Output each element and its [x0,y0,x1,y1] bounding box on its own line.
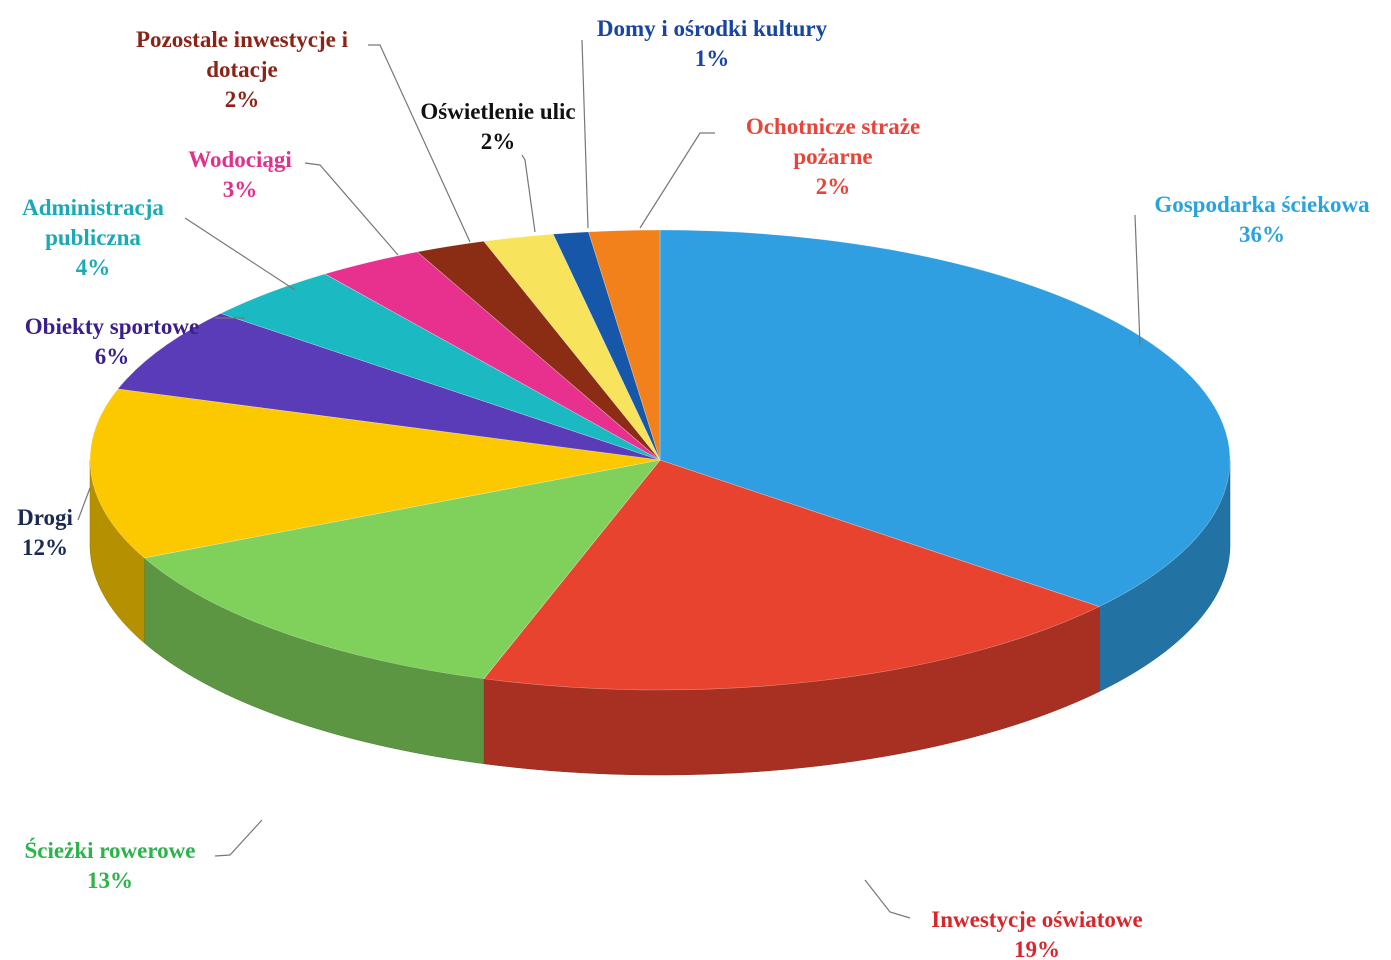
leader-line [304,162,399,256]
category-label: Ochotnicze straże pożarne [745,114,921,169]
value-label: 4% [75,255,111,280]
value-label: 2% [224,87,260,112]
pie-slice [552,231,661,461]
value-label: 1% [694,46,730,71]
category-label: Gospodarka ściekowa [1154,192,1370,217]
value-label: 6% [94,344,130,369]
pie-slice [324,251,661,461]
pie-slices [89,229,1231,691]
data-label: Pozostale inwestycje i dotacje 2% [110,25,375,115]
category-label: Wodociągi [188,147,292,172]
pie-slice [416,240,661,461]
value-label: 3% [222,177,258,202]
pie-slice [220,273,661,461]
category-label: Domy i ośrodki kultury [596,16,828,41]
leader-lines [77,39,1141,919]
leader-line [639,132,715,229]
data-label: Gospodarka ściekowa 36% [1112,190,1391,250]
leader-line [368,44,471,243]
pie-slice [143,459,661,680]
category-label: Drogi [17,505,73,530]
category-label: Ścieżki rowerowe [24,838,196,863]
category-label: Administracja publiczna [22,195,164,250]
pie-slice [483,459,1100,691]
leader-line [1134,214,1141,346]
leader-line [864,879,911,919]
pie-slice [588,229,661,461]
data-label: Drogi 12% [5,503,85,563]
pie-slice [659,229,1231,607]
category-label: Pozostale inwestycje i dotacje [135,27,349,82]
value-label: 2% [815,174,851,199]
category-label: Obiekty sportowe [24,314,200,339]
category-label: Oświetlenie ulic [420,99,576,124]
leader-line [521,154,536,233]
data-label: Wodociągi 3% [165,145,315,205]
data-label: Administracja publiczna 4% [3,193,183,283]
data-label: Obiekty sportowe 6% [0,312,227,372]
pie-slice [117,313,661,461]
data-label: Oświetlenie ulic 2% [398,97,598,157]
leader-line [77,487,91,521]
data-label: Domy i ośrodki kultury 1% [562,14,862,74]
data-label: Ochotnicze straże pożarne 2% [713,112,953,202]
data-label: Ścieżki rowerowe 13% [0,836,225,896]
data-label: Inwestycje oświatowe 19% [887,905,1187,960]
category-label: Inwestycje oświatowe [931,907,1143,932]
leader-line [581,39,589,229]
value-label: 19% [1014,937,1060,960]
pie-slice [483,233,661,461]
leader-line [184,217,296,291]
value-label: 12% [22,535,68,560]
value-label: 2% [480,129,516,154]
value-label: 36% [1239,222,1285,247]
leader-line [214,819,263,857]
pie-slice [89,388,661,559]
value-label: 13% [87,868,133,893]
